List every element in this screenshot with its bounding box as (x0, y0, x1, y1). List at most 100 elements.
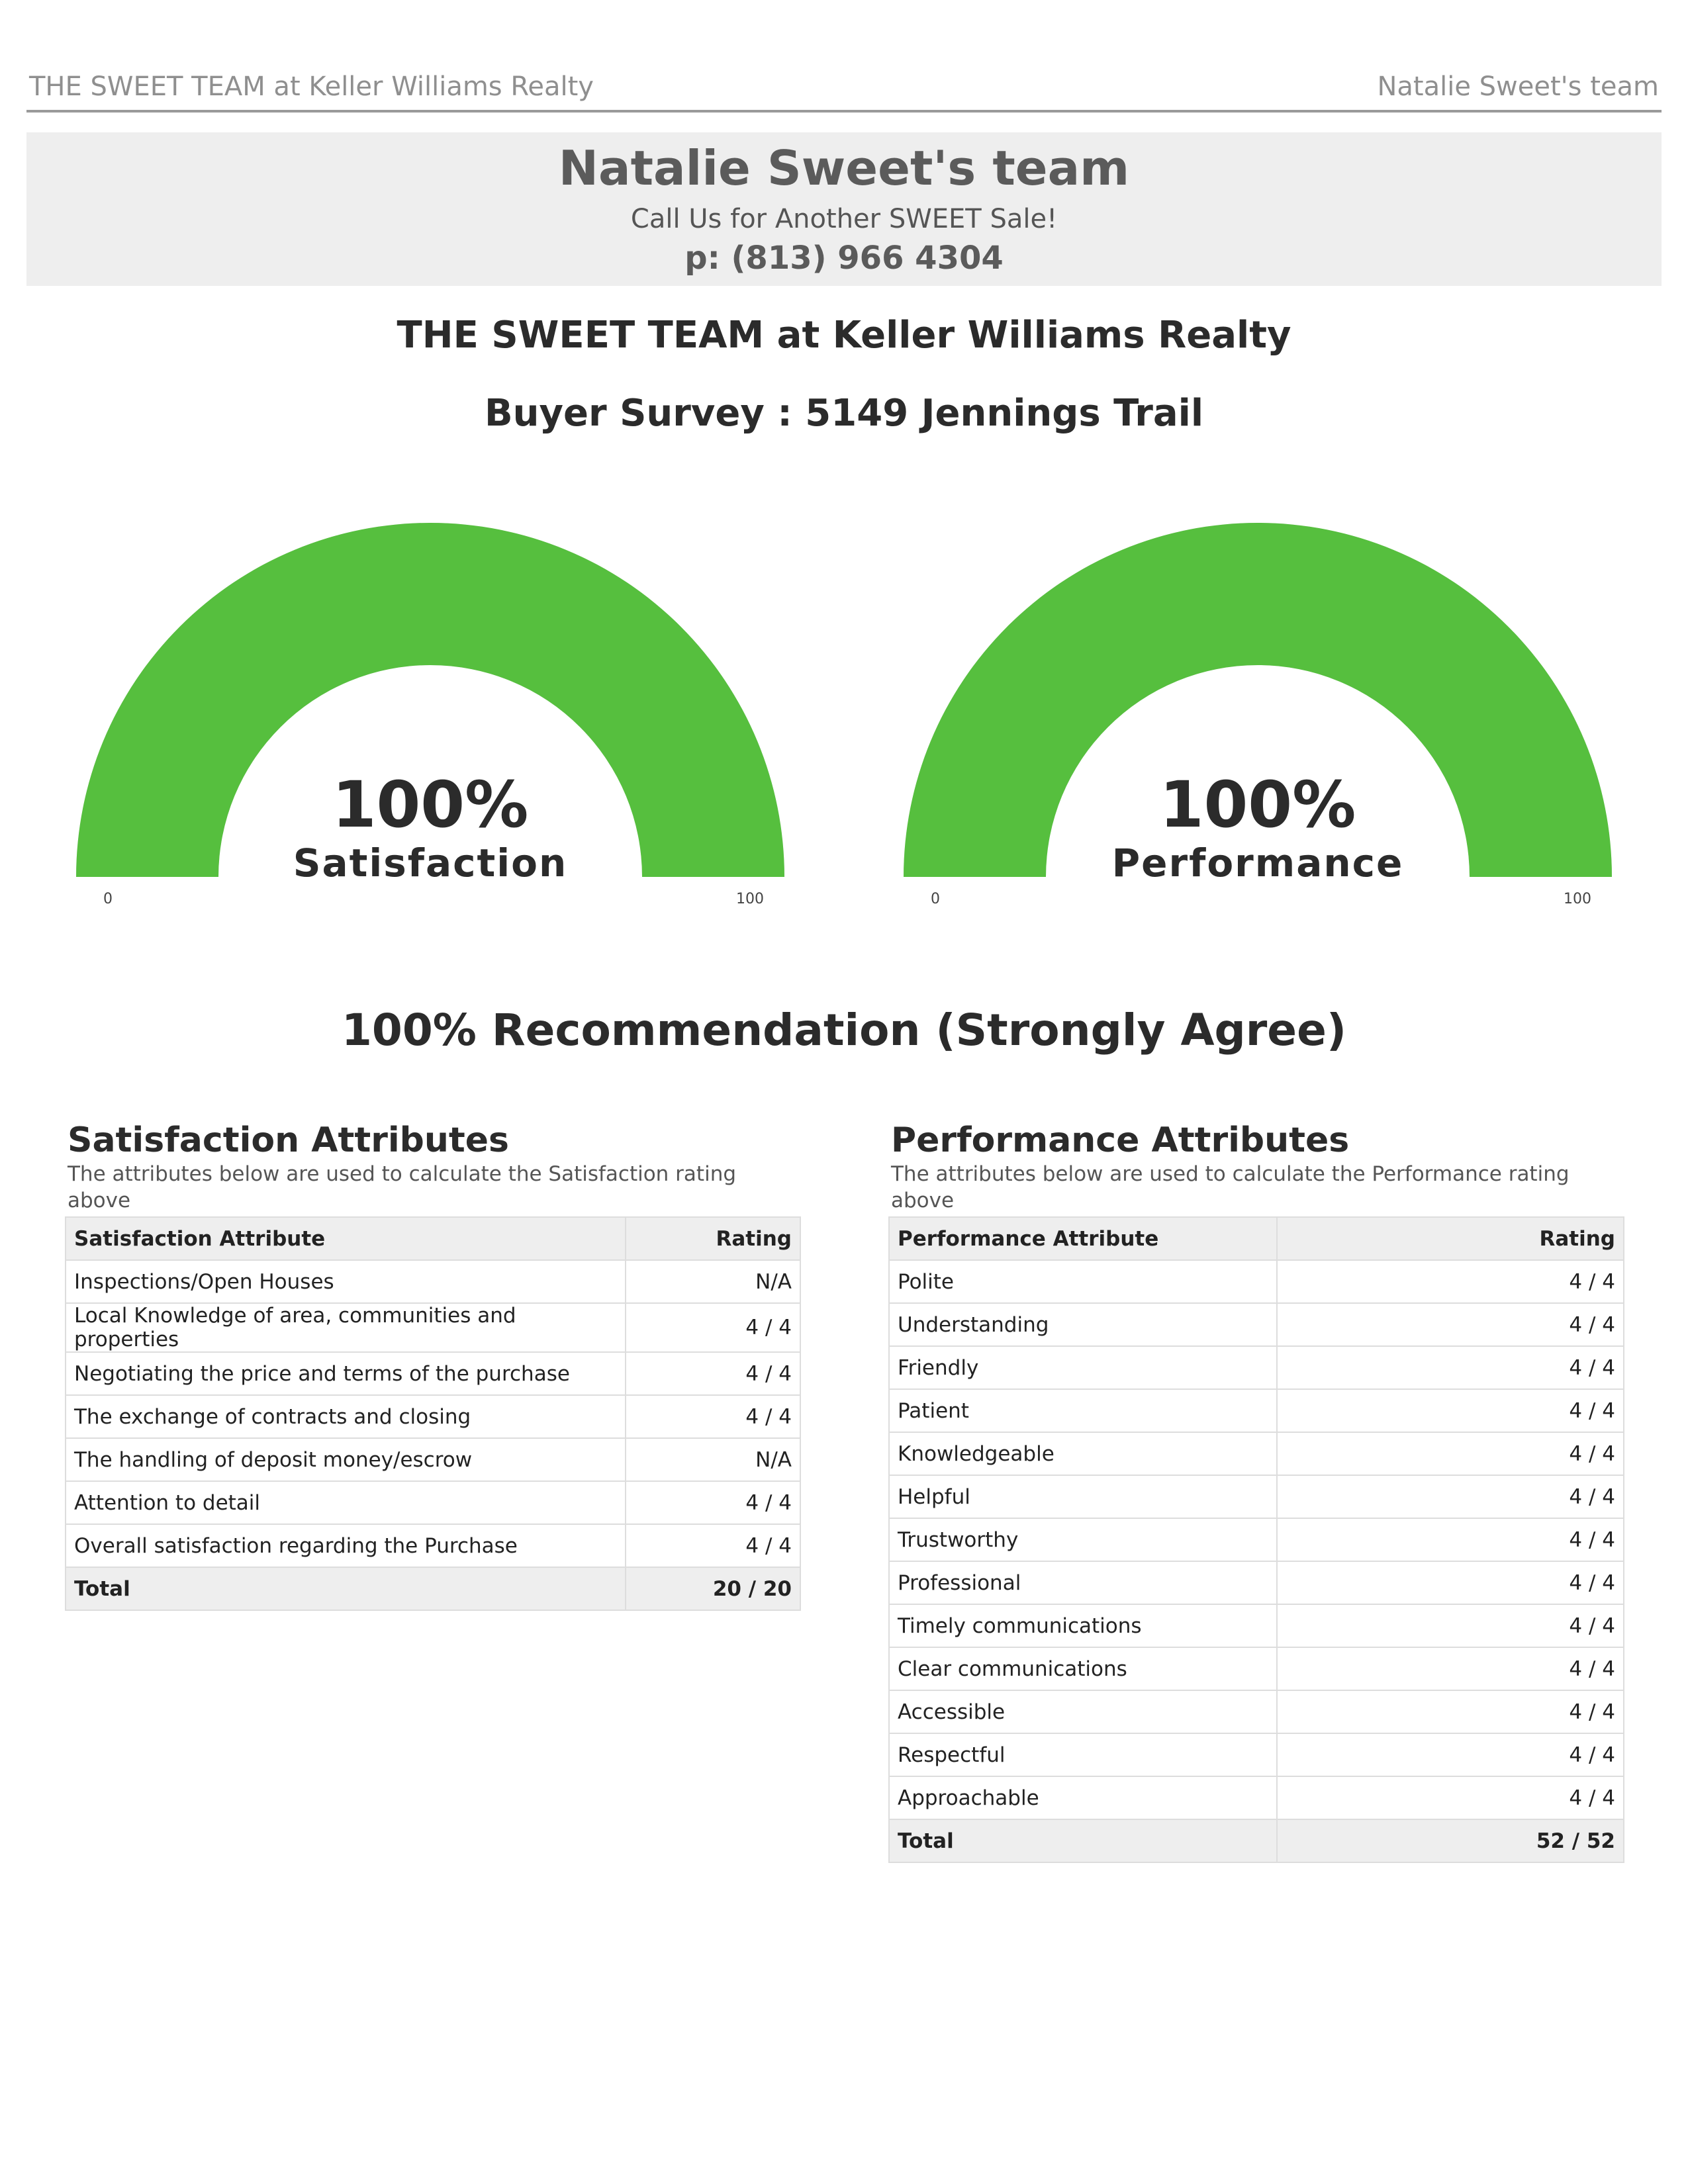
table-row: The exchange of contracts and closing 4 /… (65, 1394, 801, 1439)
rating-cell: 4 / 4 (625, 1480, 801, 1525)
table-row: Overall satisfaction regarding the Purch… (65, 1524, 801, 1568)
attribute-cell: Professional (888, 1561, 1278, 1605)
satisfaction-table: Satisfaction Attribute Rating Inspection… (65, 1216, 801, 1611)
header-team: Natalie Sweet's team (1377, 71, 1659, 102)
table-header-row: Satisfaction Attribute Rating (65, 1216, 801, 1261)
table-row: Inspections/Open Houses N/A (65, 1259, 801, 1304)
agent-banner: Natalie Sweet's team Call Us for Another… (26, 132, 1662, 286)
performance-heading: Performance Attributes (891, 1120, 1350, 1160)
table-row: Accessible 4 / 4 (888, 1690, 1624, 1734)
performance-gauge: 100% Performance 0 100 (894, 516, 1622, 927)
attribute-cell: Overall satisfaction regarding the Purch… (65, 1524, 626, 1568)
table-row: Attention to detail 4 / 4 (65, 1480, 801, 1525)
attribute-cell: Approachable (888, 1776, 1278, 1820)
rating-cell: 4 / 4 (1276, 1432, 1624, 1476)
gauge-max-label: 100 (1564, 891, 1591, 907)
table-row: Respectful 4 / 4 (888, 1733, 1624, 1777)
attribute-cell: The exchange of contracts and closing (65, 1394, 626, 1439)
attribute-cell: Knowledgeable (888, 1432, 1278, 1476)
table-row: Local Knowledge of area, communities and… (65, 1302, 801, 1353)
header-company: THE SWEET TEAM at Keller Williams Realty (29, 71, 594, 102)
rating-cell: N/A (625, 1437, 801, 1482)
performance-label: Performance (1111, 841, 1404, 886)
table-row: Polite 4 / 4 (888, 1259, 1624, 1304)
performance-gauge-arc (904, 523, 1612, 877)
attribute-cell: Understanding (888, 1302, 1278, 1347)
rating-cell: 4 / 4 (625, 1351, 801, 1396)
attribute-cell: Polite (888, 1259, 1278, 1304)
table-row: Understanding 4 / 4 (888, 1302, 1624, 1347)
rating-cell: 4 / 4 (1276, 1518, 1624, 1562)
table-row: Knowledgeable 4 / 4 (888, 1432, 1624, 1476)
satisfaction-percent: 100% (332, 768, 529, 842)
gauge-min-label: 0 (103, 891, 113, 907)
rating-cell: 4 / 4 (1276, 1647, 1624, 1691)
rating-cell: 4 / 4 (625, 1302, 801, 1353)
attribute-cell: Friendly (888, 1345, 1278, 1390)
gauge-fill (904, 523, 1612, 877)
rating-cell: 4 / 4 (625, 1524, 801, 1568)
survey-title: Buyer Survey : 5149 Jennings Trail (484, 392, 1204, 435)
attribute-cell: Local Knowledge of area, communities and… (65, 1302, 626, 1353)
rating-cell: 4 / 4 (1276, 1561, 1624, 1605)
table-row: Patient 4 / 4 (888, 1388, 1624, 1433)
table-row: Professional 4 / 4 (888, 1561, 1624, 1605)
attribute-cell: Attention to detail (65, 1480, 626, 1525)
rating-cell: 4 / 4 (1276, 1345, 1624, 1390)
gauge-min-label: 0 (931, 891, 940, 907)
total-value: 20 / 20 (625, 1567, 801, 1611)
attribute-cell: Trustworthy (888, 1518, 1278, 1562)
total-row: Total 52 / 52 (888, 1819, 1624, 1863)
page-header: THE SWEET TEAM at Keller Williams Realty… (26, 66, 1662, 113)
agent-name: Natalie Sweet's team (558, 140, 1130, 196)
table-row: Friendly 4 / 4 (888, 1345, 1624, 1390)
table-row: Clear communications 4 / 4 (888, 1647, 1624, 1691)
rating-cell: 4 / 4 (1276, 1604, 1624, 1648)
table-row: Approachable 4 / 4 (888, 1776, 1624, 1820)
attribute-cell: The handling of deposit money/escrow (65, 1437, 626, 1482)
attribute-cell: Timely communications (888, 1604, 1278, 1648)
performance-table: Performance Attribute Rating Polite 4 / 4… (888, 1216, 1624, 1863)
table-row: Timely communications 4 / 4 (888, 1604, 1624, 1648)
performance-description: The attributes below are used to calcula… (891, 1162, 1570, 1212)
gauge-fill (76, 523, 784, 877)
company-title: THE SWEET TEAM at Keller Williams Realty (397, 314, 1291, 357)
rating-cell: 4 / 4 (1276, 1302, 1624, 1347)
satisfaction-gauge-arc (76, 523, 784, 877)
rating-cell: 4 / 4 (625, 1394, 801, 1439)
total-label: Total (65, 1567, 626, 1611)
rating-cell: N/A (625, 1259, 801, 1304)
column-header-rating: Rating (1276, 1216, 1624, 1261)
total-label: Total (888, 1819, 1278, 1863)
performance-section: Performance Attributes The attributes be… (888, 1118, 1624, 1863)
satisfaction-heading: Satisfaction Attributes (68, 1120, 509, 1160)
performance-percent: 100% (1159, 768, 1356, 842)
table-row: Trustworthy 4 / 4 (888, 1518, 1624, 1562)
agent-tagline: Call Us for Another SWEET Sale! (630, 204, 1058, 234)
attribute-cell: Clear communications (888, 1647, 1278, 1691)
rating-cell: 4 / 4 (1276, 1259, 1624, 1304)
column-header-attribute: Satisfaction Attribute (65, 1216, 626, 1261)
attribute-cell: Respectful (888, 1733, 1278, 1777)
rating-cell: 4 / 4 (1276, 1776, 1624, 1820)
table-header-row: Performance Attribute Rating (888, 1216, 1624, 1261)
gauge-max-label: 100 (736, 891, 764, 907)
rating-cell: 4 / 4 (1276, 1690, 1624, 1734)
attribute-cell: Inspections/Open Houses (65, 1259, 626, 1304)
column-header-rating: Rating (625, 1216, 801, 1261)
total-row: Total 20 / 20 (65, 1567, 801, 1611)
satisfaction-gauge: 100% Satisfaction 0 100 (66, 516, 794, 927)
rating-cell: 4 / 4 (1276, 1733, 1624, 1777)
recommendation-summary: 100% Recommendation (Strongly Agree) (341, 1005, 1347, 1056)
table-row: Helpful 4 / 4 (888, 1475, 1624, 1519)
attribute-cell: Accessible (888, 1690, 1278, 1734)
satisfaction-label: Satisfaction (293, 841, 568, 886)
column-header-attribute: Performance Attribute (888, 1216, 1278, 1261)
agent-phone: p: (813) 966 4304 (684, 240, 1004, 277)
table-row: The handling of deposit money/escrow N/A (65, 1437, 801, 1482)
satisfaction-description: The attributes below are used to calcula… (68, 1162, 737, 1212)
attribute-cell: Patient (888, 1388, 1278, 1433)
attribute-cell: Helpful (888, 1475, 1278, 1519)
total-value: 52 / 52 (1276, 1819, 1624, 1863)
attribute-cell: Negotiating the price and terms of the p… (65, 1351, 626, 1396)
